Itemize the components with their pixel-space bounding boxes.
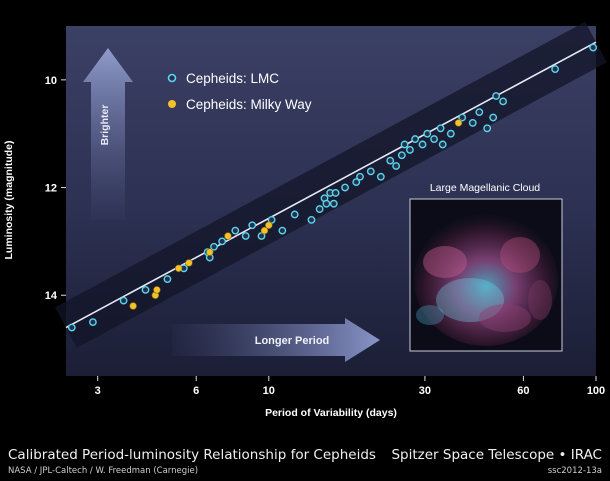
lmc-point <box>163 275 172 283</box>
milky-way-point <box>265 221 273 229</box>
lmc-point <box>329 199 338 208</box>
milky-way-point <box>129 302 137 310</box>
legend-milky-way-label: Cepheids: Milky Way <box>186 97 312 112</box>
lmc-point <box>88 318 97 327</box>
caption-title: Calibrated Period-luminosity Relationshi… <box>8 447 376 463</box>
lmc-point <box>210 242 218 251</box>
lmc-point <box>430 135 438 143</box>
fit-line <box>65 41 597 329</box>
milky-way-point <box>206 248 214 256</box>
milky-way-point <box>260 226 269 235</box>
lmc-point <box>492 92 500 100</box>
lmc-point <box>489 113 498 122</box>
y-tick-label: 12 <box>45 183 57 195</box>
legend-lmc-marker <box>167 73 177 83</box>
lmc-point <box>483 124 492 133</box>
lmc-point <box>119 296 128 305</box>
lmc-point <box>458 113 467 122</box>
x-tick-label: 10 <box>263 385 275 397</box>
lmc-point <box>366 167 375 176</box>
lmc-point <box>400 140 409 149</box>
lmc-point <box>341 183 349 192</box>
x-tick-label: 100 <box>587 385 605 397</box>
lmc-point <box>386 156 395 165</box>
lmc-point <box>499 97 507 106</box>
x-tick-label: 60 <box>517 385 529 397</box>
legend-lmc-label: Cepheids: LMC <box>186 71 279 86</box>
longer-period-arrow-label: Longer Period <box>255 335 330 347</box>
galaxy-image <box>414 214 558 346</box>
lmc-point <box>423 129 432 138</box>
lmc-point <box>231 226 240 235</box>
x-tick-label: 6 <box>193 385 199 397</box>
lmc-point <box>67 323 76 332</box>
lmc-point <box>551 65 560 73</box>
lmc-point <box>418 140 427 149</box>
y-axis-title: Luminosity (magnitude) <box>3 141 15 260</box>
lmc-point <box>315 205 324 213</box>
lmc-point <box>468 119 477 127</box>
x-tick-label: 30 <box>419 385 431 397</box>
lmc-inset: Large Magellanic Cloud <box>409 182 563 352</box>
lmc-point <box>307 215 316 224</box>
lmc-point <box>322 199 331 208</box>
lmc-point <box>392 162 401 170</box>
right-arrow-shape <box>172 318 380 362</box>
caption-code: ssc2012-13a <box>547 466 602 476</box>
milky-way-point <box>224 232 232 240</box>
y-tick-label: 10 <box>45 75 57 87</box>
lmc-point <box>248 221 257 230</box>
caption-credit: NASA / JPL-Caltech / W. Freedman (Carneg… <box>8 466 199 476</box>
lmc-point <box>141 285 150 294</box>
lmc-point <box>475 108 484 117</box>
lmc-point <box>356 172 364 181</box>
x-tick-label: 3 <box>95 385 101 397</box>
milky-way-point <box>174 264 183 273</box>
up-arrow-shape <box>83 48 133 220</box>
legend: Cepheids: LMC Cepheids: Milky Way <box>167 71 312 112</box>
lmc-point <box>589 43 598 52</box>
caption-mission: Spitzer Space Telescope • IRAC <box>391 447 602 463</box>
lmc-point <box>331 189 340 197</box>
lmc-point <box>411 135 420 143</box>
lmc-point <box>397 151 406 160</box>
lmc-point <box>352 178 361 187</box>
lmc-point <box>376 172 385 181</box>
lmc-point <box>241 232 250 240</box>
brighter-arrow: Brighter <box>83 48 133 220</box>
inset-title: Large Magellanic Cloud <box>430 182 540 194</box>
milky-way-point <box>454 119 463 127</box>
lmc-point <box>290 210 299 219</box>
lmc-point <box>446 129 455 138</box>
lmc-point <box>278 226 287 235</box>
lmc-point <box>406 145 414 154</box>
lmc-point <box>438 140 447 149</box>
chart: Brighter Longer Period Cepheids: LMC Cep… <box>3 21 607 419</box>
y-tick-label: 14 <box>45 290 58 302</box>
x-axis-title: Period of Variability (days) <box>265 407 397 419</box>
milky-way-point <box>153 286 161 294</box>
legend-milky-way-marker <box>168 100 176 108</box>
lmc-point <box>218 237 227 246</box>
longer-period-arrow: Longer Period <box>172 318 380 362</box>
milky-way-point <box>185 259 193 267</box>
lmc-point <box>436 124 445 133</box>
brighter-arrow-label: Brighter <box>99 105 111 146</box>
